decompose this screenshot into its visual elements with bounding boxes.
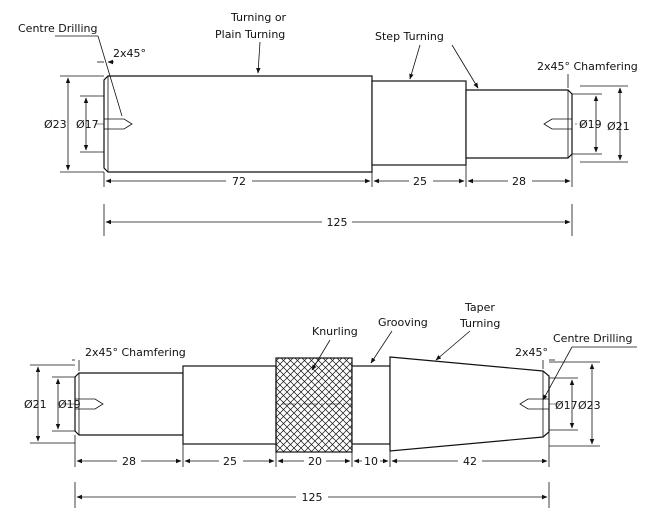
dim-label-d17-bottom: Ø17	[555, 399, 578, 412]
label-chamfer-left-top: 2x45°	[113, 47, 146, 60]
dim-label-25-top: 25	[413, 175, 427, 188]
leader-taper-turning	[435, 330, 471, 361]
label-taper-line2: Turning	[459, 317, 500, 330]
dim-bg-28-bottom	[117, 454, 141, 467]
label-chamfer-right-top: 2x45° Chamfering	[537, 60, 638, 73]
dim-label-d23-bottom: Ø23	[578, 399, 601, 412]
dim-bg-72	[226, 174, 252, 187]
dim-label-20-bottom: 20	[308, 455, 322, 468]
dim-label-125-top: 125	[327, 216, 348, 229]
bottom-centre-drill-hole-right	[519, 398, 549, 410]
bottom-shaft-drawing: 2x45° Chamfering Knurling Grooving Taper…	[24, 301, 637, 508]
dim-bg-20-bottom	[304, 454, 326, 467]
leader-grooving	[370, 330, 393, 364]
leader-turning	[256, 41, 261, 74]
label-step-turning: Step Turning	[375, 30, 444, 43]
top-centre-drill-hole-right	[543, 118, 572, 130]
dim-label-d19-bottom: Ø19	[58, 398, 81, 411]
leader-centre-drilling-bottom	[542, 346, 573, 401]
bottom-taper-section	[389, 356, 550, 452]
dim-bg-25-top	[409, 174, 433, 187]
leader-knurling	[311, 339, 331, 371]
dim-label-d21-bottom: Ø21	[24, 398, 47, 411]
leader-step-turning-2	[451, 44, 479, 89]
label-chamfer-right-bottom: 2x45°	[515, 346, 548, 359]
bottom-shaft-section-25	[182, 365, 277, 445]
dim-label-d21-top: Ø21	[607, 120, 630, 133]
dim-label-d19-top: Ø19	[579, 118, 602, 131]
label-taper-line1: Taper	[464, 301, 495, 314]
dim-bg-125-bottom	[296, 490, 328, 503]
top-shaft-section-28	[465, 89, 573, 159]
bottom-centre-drill-hole-left	[75, 398, 104, 410]
dim-bg-125-top	[322, 215, 352, 228]
dim-label-d23-top: Ø23	[44, 118, 67, 131]
dim-label-42-bottom: 42	[463, 455, 477, 468]
bottom-groove-section	[351, 365, 391, 445]
dim-bg-42-bottom	[458, 454, 482, 467]
dim-bg-25-bottom	[219, 454, 243, 467]
dim-label-25-bottom: 25	[223, 455, 237, 468]
leader-centre-drilling-top	[97, 35, 123, 117]
leader-step-turning-1	[409, 44, 421, 80]
label-centre-drilling-top: Centre Drilling	[18, 22, 97, 35]
top-shaft-drawing: Centre Drilling Turning or Plain Turning…	[18, 11, 638, 236]
dim-label-28-top: 28	[512, 175, 526, 188]
top-shaft-section-25	[371, 80, 467, 166]
label-chamfering-bottom-left: 2x45° Chamfering	[85, 346, 186, 359]
bottom-knurled-section	[275, 357, 353, 453]
bottom-shaft-section-28	[74, 372, 184, 436]
label-turning-line1: Turning or	[230, 11, 287, 24]
label-turning-line2: Plain Turning	[215, 28, 285, 41]
label-knurling: Knurling	[312, 325, 358, 338]
dim-bg-10-bottom	[362, 455, 380, 467]
dim-label-d17-top: Ø17	[76, 118, 99, 131]
dim-bg-28-top	[508, 174, 532, 187]
dim-label-125-bottom: 125	[302, 491, 323, 504]
top-shaft-section-72	[103, 75, 373, 173]
label-centre-drilling-bottom: Centre Drilling	[553, 332, 632, 345]
top-centre-drill-hole-left	[104, 118, 133, 130]
dim-label-72: 72	[232, 175, 246, 188]
dim-label-28-bottom: 28	[122, 455, 136, 468]
label-grooving: Grooving	[378, 316, 428, 329]
dim-label-10-bottom: 10	[364, 455, 378, 468]
